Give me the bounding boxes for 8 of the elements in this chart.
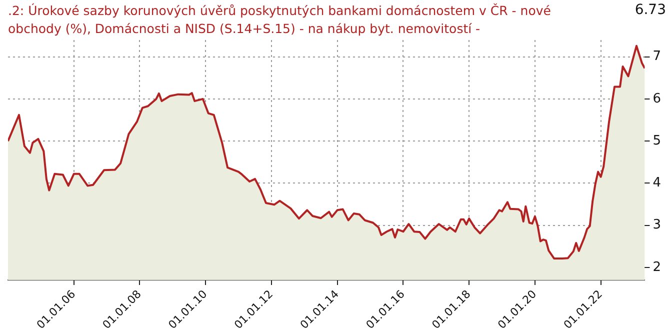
y-tick-label: 7	[652, 49, 662, 64]
text: 6.73	[634, 2, 666, 18]
chart-title: .2: Úrokové sazby korunových úvěrů poskytnutých bankami domácnostem v ČR - nové obchody (%), Domácnosti a NISD (S.14+S.15) - na nákup byt. nemovitostí -	[8, 2, 552, 38]
y-tick-label: 2	[652, 260, 662, 275]
y-tick-label: 6	[652, 91, 662, 106]
y-tick-label: 3	[652, 218, 662, 233]
y-tick-label: 4	[652, 176, 662, 191]
y-tick-label: 5	[652, 133, 662, 148]
